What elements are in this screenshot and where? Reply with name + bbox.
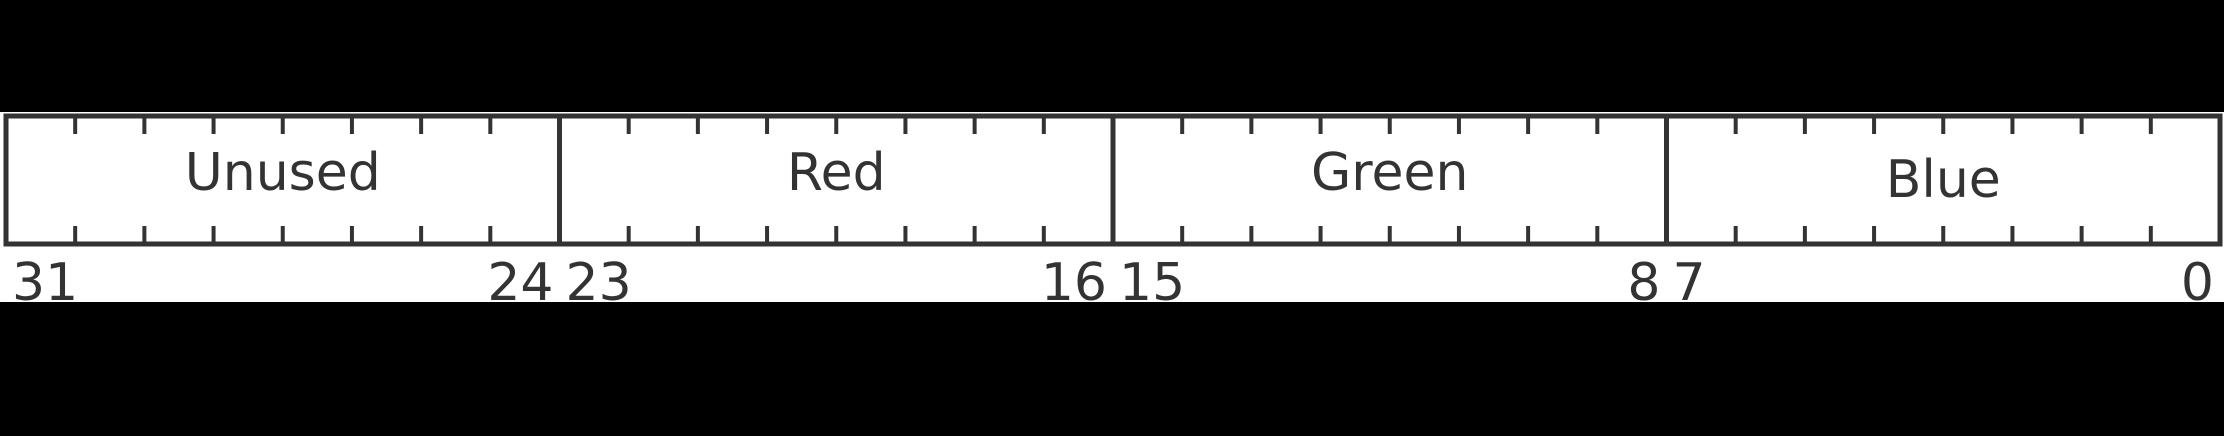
field-label-blue: Blue [1886, 150, 2001, 210]
field-dividers [557, 116, 1669, 244]
bit-label-15: 15 [1119, 253, 1185, 313]
register-outline [3, 113, 2223, 247]
bit-label-23: 23 [566, 253, 632, 313]
bit-label-0: 0 [2181, 253, 2214, 313]
bit-label-24: 24 [487, 253, 553, 313]
bit-label-8: 8 [1627, 253, 1660, 313]
bit-label-16: 16 [1041, 253, 1107, 313]
field-label-green: Green [1311, 143, 1468, 203]
bit-label-7: 7 [1673, 253, 1706, 313]
field-label-unused: Unused [185, 143, 381, 203]
bit-ticks [73, 116, 2153, 244]
bit-label-31: 31 [12, 253, 78, 313]
field-label-red: Red [787, 143, 886, 203]
